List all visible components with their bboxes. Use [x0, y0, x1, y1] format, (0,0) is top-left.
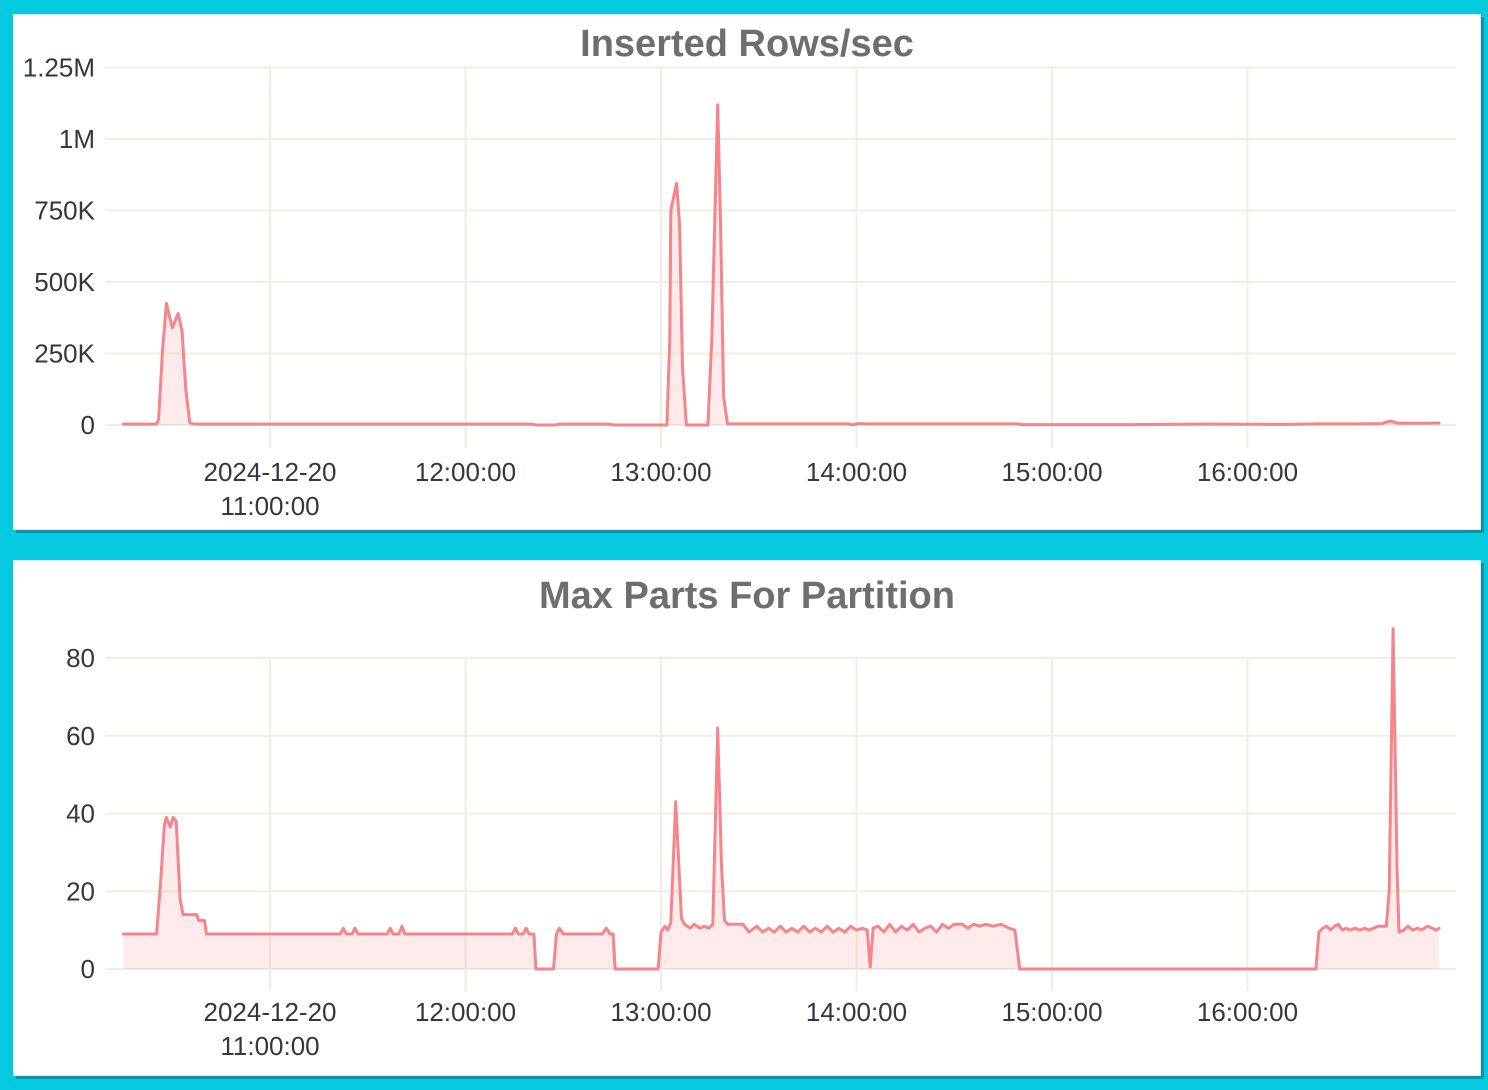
series-line [121, 103, 1441, 427]
x-tick-label: 16:00:00 [1197, 997, 1298, 1027]
y-tick-label: 250K [34, 339, 95, 369]
x-tick-label: 15:00:00 [1001, 457, 1102, 487]
x-tick-label: 11:00:00 [220, 491, 319, 521]
y-tick-label: 20 [66, 876, 95, 906]
x-tick-label: 2024-12-20 [204, 457, 337, 487]
y-tick-label: 0 [81, 954, 95, 984]
y-tick-label: 60 [66, 721, 95, 751]
chart-panel-max-parts: 0 20 40 60 80 2024-12-20 11:00:00 12:00:00 13:00… [13, 560, 1481, 1076]
y-tick-label: 80 [66, 643, 95, 673]
chart-panel-inserted-rows: 0 250K 500K 750K 1M 1.25M 2024-12-20 11:00:00 12… [13, 14, 1481, 530]
y-tick-label: 500K [34, 267, 95, 297]
x-tick-label: 14:00:00 [806, 457, 907, 487]
y-tick-label: 750K [34, 196, 95, 226]
x-tick-label: 12:00:00 [415, 457, 516, 487]
y-tick-label: 40 [66, 799, 95, 829]
series-area [123, 628, 1440, 969]
y-tick-label: 1.25M [23, 53, 95, 83]
x-tick-label: 15:00:00 [1001, 997, 1102, 1027]
y-tick-label: 0 [81, 410, 95, 440]
x-tick-label: 12:00:00 [415, 997, 516, 1027]
x-tick-label: 13:00:00 [610, 997, 711, 1027]
x-tick-label: 2024-12-20 [204, 997, 337, 1027]
inserted-rows-chart: 0 250K 500K 750K 1M 1.25M 2024-12-20 11:00:00 12… [23, 53, 1456, 521]
x-tick-label: 11:00:00 [220, 1031, 319, 1061]
x-tick-label: 14:00:00 [806, 997, 907, 1027]
series-line [121, 627, 1441, 971]
series-area [123, 104, 1440, 425]
y-tick-label: 1M [59, 124, 95, 154]
max-parts-chart: 0 20 40 60 80 2024-12-20 11:00:00 12:00:00 13:00… [66, 627, 1456, 1061]
x-tick-label: 16:00:00 [1197, 457, 1298, 487]
x-tick-label: 13:00:00 [610, 457, 711, 487]
